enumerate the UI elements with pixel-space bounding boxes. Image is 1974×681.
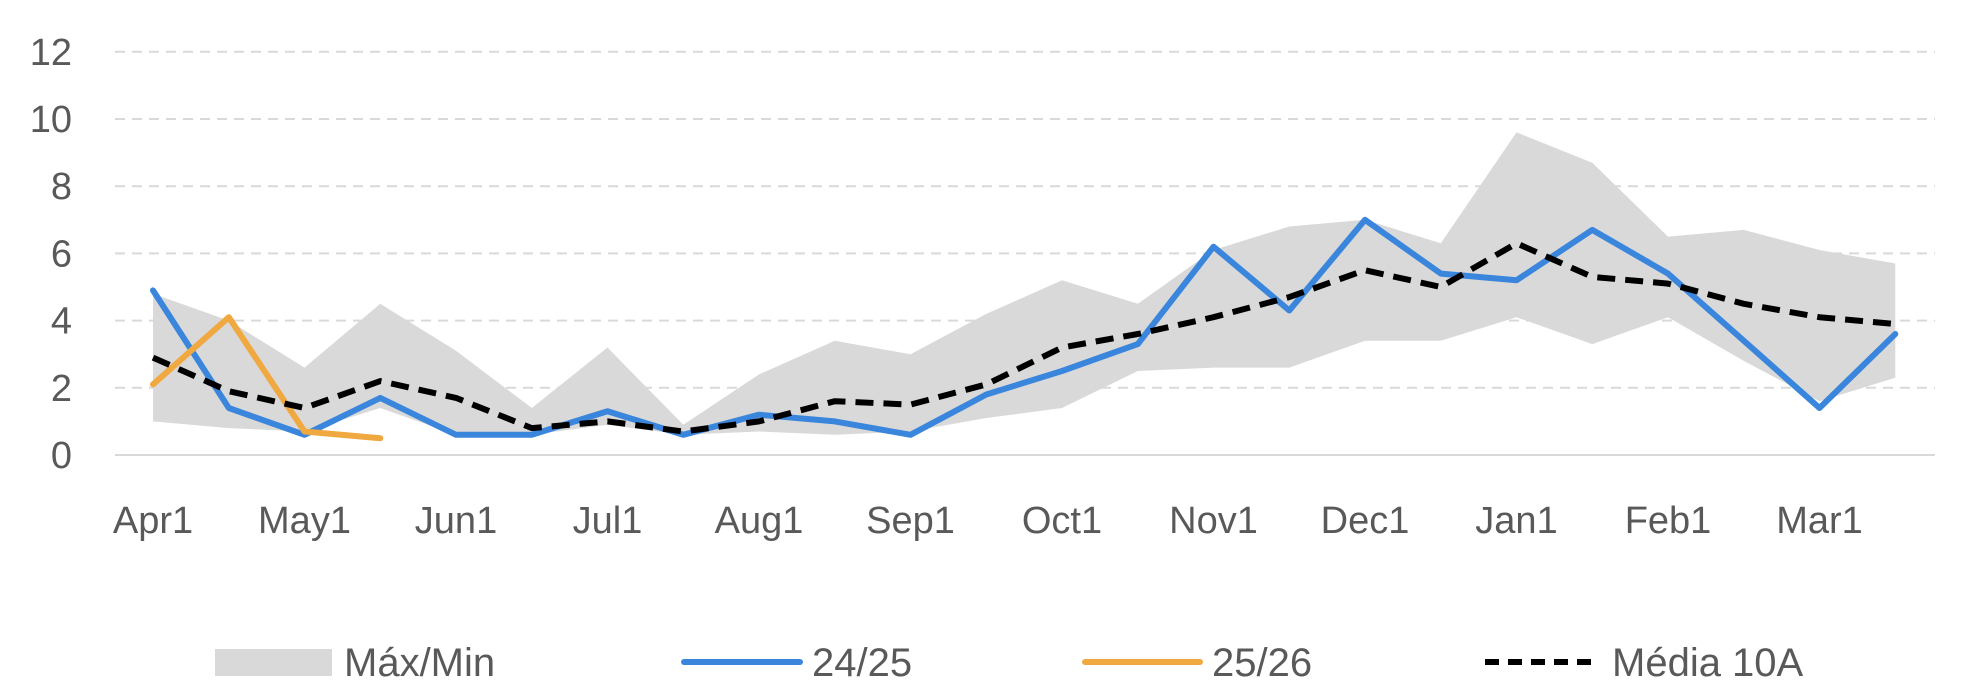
legend-label-max-min: Máx/Min [344,641,495,681]
x-tick-label: Feb1 [1625,500,1712,542]
y-tick-label: 6 [51,233,72,275]
y-tick-label: 2 [51,368,72,410]
series-line-m-dia-10a [151,240,1896,435]
y-tick-label: 12 [30,32,72,74]
y-tick-label: 8 [51,166,72,208]
x-tick-label: Dec1 [1321,500,1410,542]
legend-swatch-max-min [215,649,332,676]
series-layer [150,216,1899,442]
series-line-25-26 [150,314,384,442]
x-tick-label: May1 [258,500,351,542]
legend-label-24-25: 24/25 [812,641,912,681]
x-tick-label: Jul1 [573,500,643,542]
x-tick-label: Apr1 [113,500,193,542]
y-tick-label: 10 [30,99,72,141]
x-tick-label: Aug1 [715,500,804,542]
series-line-24-25 [150,216,1899,438]
x-tick-label: Oct1 [1022,500,1102,542]
y-tick-label: 4 [51,301,72,343]
legend: Máx/Min 24/25 25/26 Média 10A [215,641,1804,681]
x-tick-label: Jun1 [415,500,497,542]
max-min-band-layer [153,132,1896,435]
x-tick-label: Jan1 [1475,500,1557,542]
legend-label-25-26: 25/26 [1212,641,1312,681]
y-tick-label: 0 [51,435,72,477]
x-tick-label: Sep1 [866,500,955,542]
axes: 0 2 4 6 8 10 12 Apr1 May1 Jun1 Jul1 Aug1 Sep1 Oct1 Nov… [30,32,1935,542]
legend-label-media-10a: Média 10A [1612,641,1804,681]
max-min-band [153,132,1896,435]
x-tick-label: Mar1 [1776,500,1863,542]
x-tick-label: Nov1 [1169,500,1258,542]
